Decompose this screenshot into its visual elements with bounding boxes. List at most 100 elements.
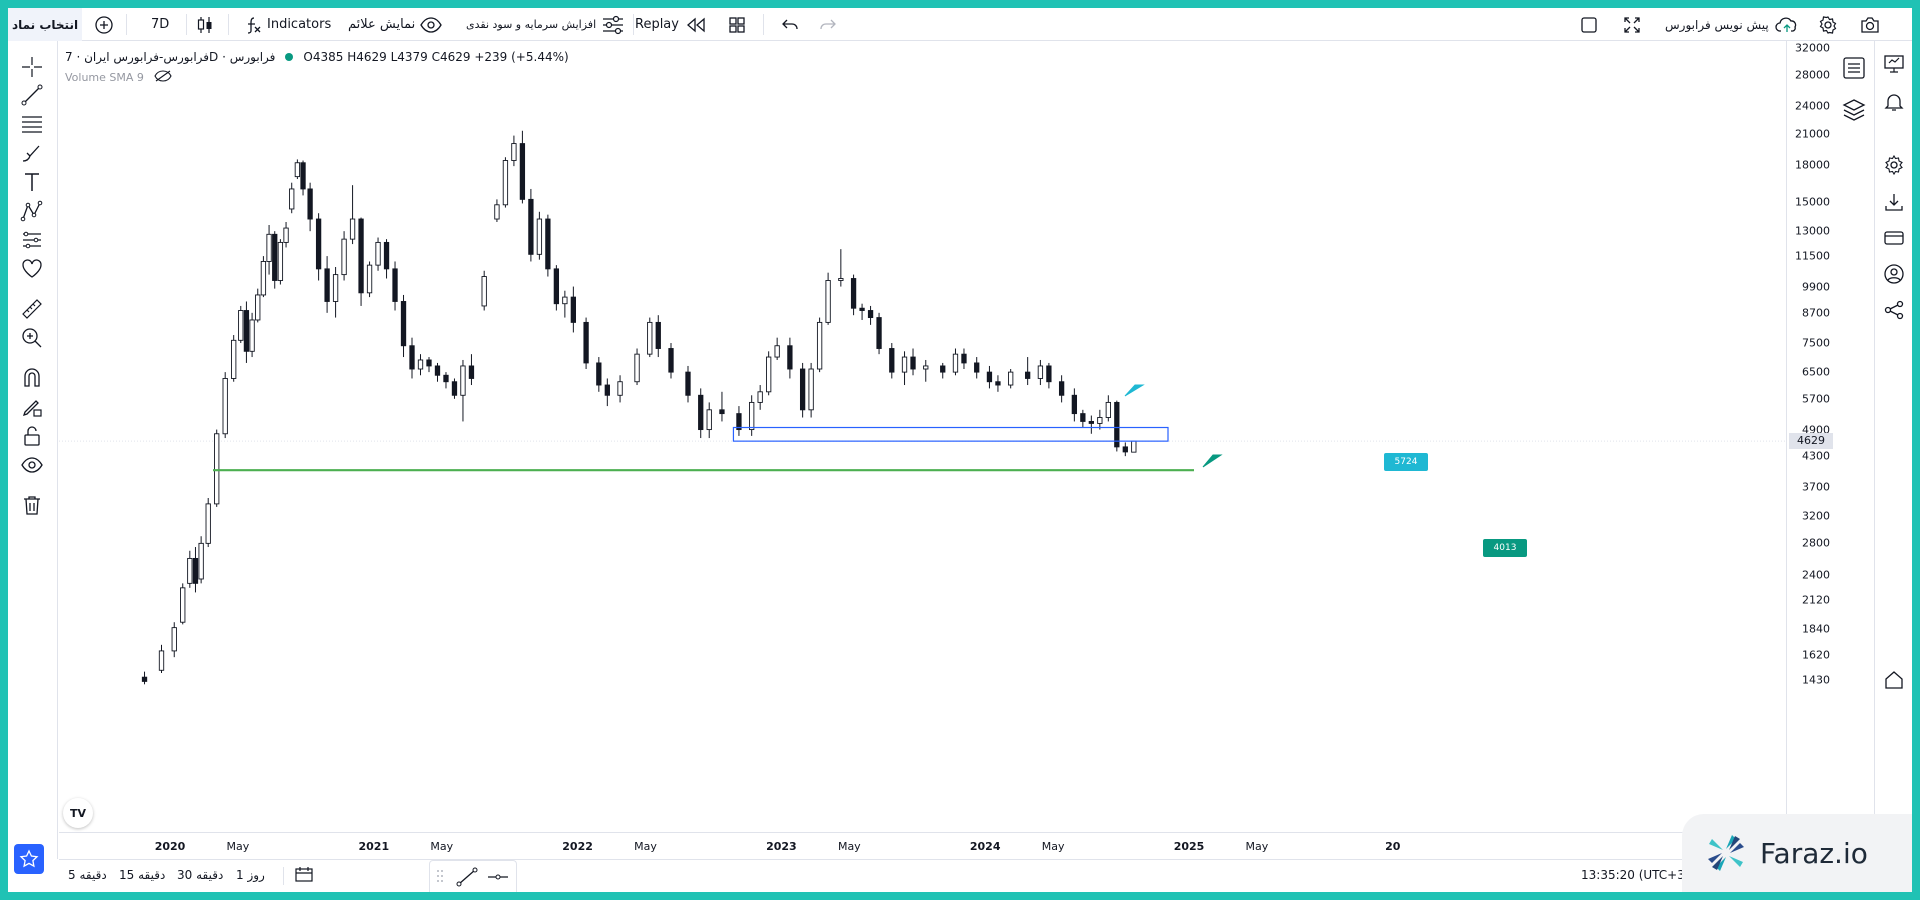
pattern-icon[interactable] (20, 199, 44, 223)
alarm-icon[interactable] (1883, 91, 1905, 113)
price-chart[interactable] (59, 41, 1836, 832)
layout-button[interactable] (727, 8, 747, 41)
volume-legend: Volume SMA 9 (65, 69, 172, 86)
hidden-eye-icon[interactable] (154, 69, 172, 86)
candle-down (604, 384, 610, 396)
toolbar-separator (633, 14, 634, 35)
eye-icon[interactable] (20, 453, 44, 477)
time-axis[interactable]: 2020 May 2021 May 2022 May 2023 May 2024 May 2025 M… (59, 832, 1836, 858)
candle-down (1080, 413, 1086, 422)
candle-up (634, 353, 640, 383)
prediction-icon[interactable] (20, 228, 44, 252)
time-axis-month-label: May (226, 840, 250, 853)
horizontal-line-icon[interactable] (486, 867, 510, 890)
drag-handle-icon[interactable] (436, 869, 444, 883)
ohlc-values: O4385 H4629 L4379 C4629 +239 (+5.44%) (303, 50, 569, 64)
magnet-icon[interactable] (20, 366, 44, 390)
compare-add-button[interactable] (94, 8, 114, 41)
time-axis-month-label: May (430, 840, 454, 853)
timeframe-30m[interactable]: 30 دقیقه (177, 868, 224, 882)
timeframe-5m[interactable]: 5 دقیقه (68, 868, 107, 882)
candle-up (180, 587, 186, 623)
candle-up (536, 218, 543, 255)
heart-icon[interactable] (20, 257, 44, 281)
sliders-icon (601, 15, 625, 35)
candle-up (706, 409, 712, 431)
interval-button[interactable]: 7D (151, 8, 169, 41)
tradingview-logo[interactable]: TV (63, 798, 93, 828)
candle-down (719, 409, 725, 415)
trash-icon[interactable] (20, 493, 44, 517)
candle-up (617, 381, 623, 396)
time-axis-month-label: May (634, 840, 657, 853)
screenshot-button[interactable] (1859, 8, 1881, 41)
date-range-button[interactable] (294, 866, 314, 887)
price-label-upper[interactable]: 5724 (1384, 453, 1428, 471)
price-axis[interactable]: 32000 28000 24000 21000 18000 15000 13000 11500… (1786, 41, 1836, 831)
candle-down (1122, 446, 1128, 453)
expand-button[interactable] (1622, 8, 1642, 41)
object-tree-button[interactable] (1840, 54, 1868, 82)
brush-icon[interactable] (20, 141, 44, 165)
candle-down (570, 296, 577, 323)
symbol-search-button[interactable]: انتخاب نماد (8, 8, 82, 41)
candle-up (277, 241, 284, 281)
calendar-range-icon (295, 867, 313, 882)
candle-up (1008, 371, 1014, 386)
lock-icon[interactable] (20, 424, 44, 448)
chart-pane[interactable]: فرابورس-فرابورس ایران · 7D · فرابورس O43… (59, 41, 1836, 853)
save-layout-button[interactable]: پیش نویس فرابورس (1665, 8, 1800, 41)
trend-line-icon[interactable] (456, 867, 478, 890)
watermark-text: Faraz.io (1760, 836, 1868, 870)
price-label-lower[interactable]: 4013 (1483, 539, 1527, 557)
candle-up (774, 345, 780, 358)
zoom-in-icon[interactable] (20, 326, 44, 350)
candle-up (158, 650, 165, 671)
candle-down (867, 310, 874, 319)
redo-button[interactable] (819, 8, 837, 41)
indicators-button[interactable]: Indicators (244, 8, 331, 41)
pencil-lock-icon[interactable] (20, 395, 44, 419)
card-icon[interactable] (1883, 227, 1905, 249)
show-signals-button[interactable]: نمایش علائم (348, 8, 442, 41)
price-axis-label: 5700 (1802, 392, 1830, 406)
candle-up (198, 542, 204, 580)
timeframe-1d[interactable]: 1 روز (236, 868, 265, 882)
candle-down (443, 374, 449, 383)
gear-icon[interactable] (1883, 154, 1905, 176)
fullscreen-toggle-button[interactable] (1579, 8, 1599, 41)
candle-up (901, 356, 908, 373)
monitor-icon[interactable] (1883, 53, 1905, 75)
candle-up (375, 241, 381, 266)
settings-button[interactable] (1818, 8, 1838, 41)
clock-timezone[interactable]: 13:35:20 (UTC+3:3 (1581, 868, 1697, 882)
candle-down (910, 356, 916, 370)
candle-up (808, 368, 814, 411)
timeframe-15m[interactable]: 15 دقیقه (119, 868, 166, 882)
replay-button[interactable]: Replay (635, 8, 708, 41)
undo-button[interactable] (781, 8, 799, 41)
price-axis-label: 18000 (1795, 158, 1830, 172)
fib-retracement-icon[interactable] (20, 112, 44, 136)
eye-icon (420, 16, 442, 33)
layers-button[interactable] (1840, 96, 1868, 124)
text-icon[interactable] (20, 170, 44, 194)
home-icon[interactable] (1883, 669, 1905, 691)
chart-type-button[interactable] (196, 8, 214, 41)
download-icon[interactable] (1883, 191, 1905, 213)
ruler-icon[interactable] (20, 297, 44, 321)
capital-increase-button[interactable]: افزایش سرمایه و سود نقدی (466, 8, 625, 41)
user-icon[interactable] (1883, 263, 1905, 285)
candle-down (974, 362, 980, 373)
candle-down (940, 365, 946, 373)
camera-icon (1859, 15, 1881, 35)
share-icon[interactable] (1883, 299, 1905, 321)
trend-line-icon[interactable] (20, 83, 44, 107)
price-axis-label: 11500 (1795, 249, 1830, 263)
time-axis-month-label: May (1041, 840, 1065, 853)
candle-up (171, 627, 177, 652)
candle-up (238, 310, 244, 341)
favorites-button[interactable] (14, 844, 44, 874)
price-axis-label: 28000 (1795, 68, 1830, 82)
crosshair-icon[interactable] (20, 55, 44, 79)
